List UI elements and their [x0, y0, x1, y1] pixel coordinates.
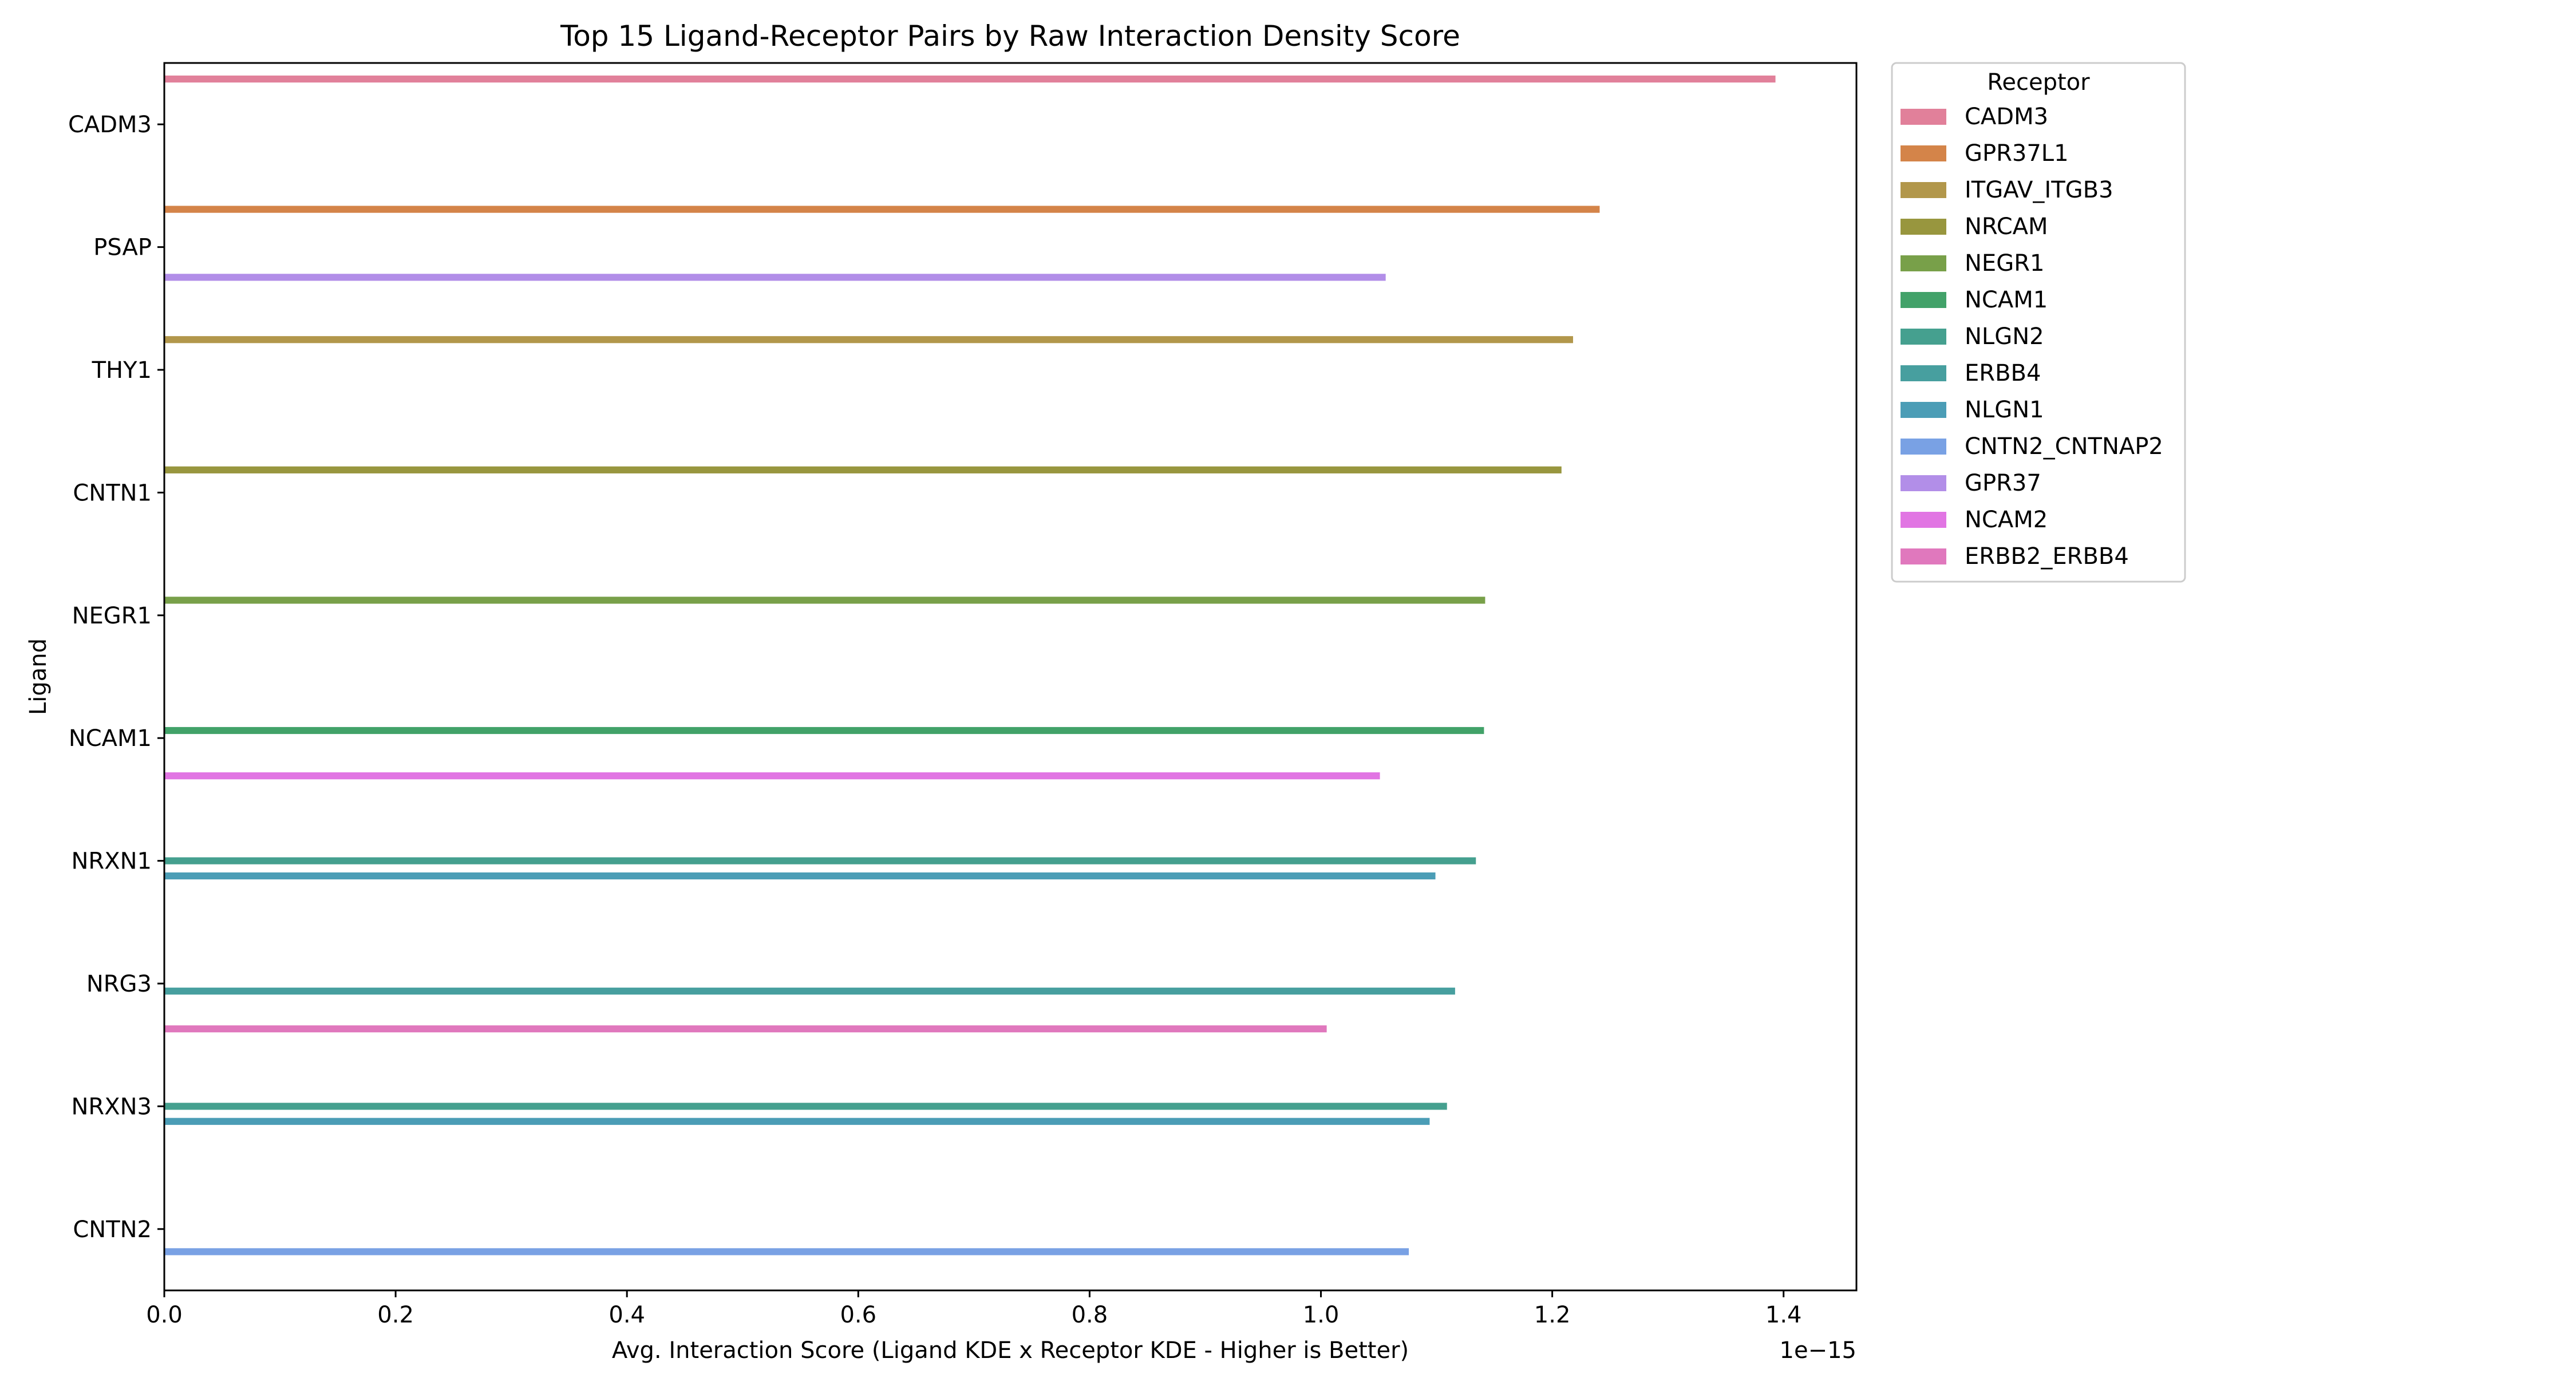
x-axis-label: Avg. Interaction Score (Ligand KDE x Rec… [612, 1337, 1409, 1364]
plot-frame [163, 62, 1858, 1292]
legend-swatch-gpr37l1 [1901, 145, 1946, 161]
bar-psap-gpr37l1 [164, 206, 1600, 213]
y-tick-label-thy1: THY1 [92, 357, 152, 384]
y-tick-label-negr1: NEGR1 [72, 603, 152, 629]
chart-title: Top 15 Ligand-Receptor Pairs by Raw Inte… [560, 19, 1460, 53]
legend-swatch-cadm3 [1901, 109, 1946, 125]
legend-label-cntn2-cntnap2: CNTN2_CNTNAP2 [1965, 433, 2163, 460]
bar-nrg3-erbb4 [164, 988, 1455, 995]
legend-title: Receptor [1987, 69, 2090, 96]
legend-swatch-nlgn2 [1901, 329, 1946, 345]
bar-cntn1-nrcam [164, 466, 1562, 473]
y-tick-label-cntn1: CNTN1 [73, 480, 152, 506]
legend-label-gpr37l1: GPR37L1 [1965, 140, 2069, 167]
y-axis: CADM3 PSAP THY1 CNTN1 NEGR1 NCAM1 NRXN1 NRG3 NRX… [68, 112, 164, 1243]
y-tick-label-cntn2: CNTN2 [73, 1217, 152, 1243]
legend-swatch-ncam1 [1901, 292, 1946, 308]
bar-thy1-itgav-itgb3 [164, 336, 1573, 344]
bar-nrg3-erbb2-erbb4 [164, 1025, 1327, 1033]
bar-nrxn1-nlgn1 [164, 872, 1436, 880]
y-tick-label-ncam1: NCAM1 [69, 725, 152, 752]
legend-label-cadm3: CADM3 [1965, 104, 2048, 130]
x-tick-label: 0.8 [1072, 1302, 1108, 1328]
legend-swatch-nlgn1 [1901, 402, 1946, 418]
legend-label-negr1: NEGR1 [1965, 250, 2044, 277]
bar-negr1-negr1 [164, 597, 1485, 604]
bar-nrxn3-nlgn1 [164, 1118, 1430, 1125]
bar-nrxn3-nlgn2 [164, 1103, 1447, 1110]
bars-layer [164, 75, 1776, 1255]
x-tick-label: 1.0 [1303, 1302, 1340, 1328]
legend-label-nrcam: NRCAM [1965, 214, 2048, 240]
bar-ncam1-ncam2 [164, 772, 1380, 780]
x-tick-label: 1.2 [1534, 1302, 1571, 1328]
x-axis: 0.0 0.2 0.4 0.6 0.8 1.0 1.2 1.4 [146, 1290, 1802, 1328]
bar-nrxn1-nlgn2 [164, 857, 1476, 864]
legend-swatch-erbb2-erbb4 [1901, 548, 1946, 564]
bar-ncam1-ncam1 [164, 727, 1484, 735]
legend-label-erbb2-erbb4: ERBB2_ERBB4 [1965, 543, 2129, 570]
x-tick-label: 0.0 [146, 1302, 183, 1328]
legend-swatch-cntn2-cntnap2 [1901, 439, 1946, 455]
legend-label-nlgn2: NLGN2 [1965, 323, 2044, 350]
x-tick-label: 1.4 [1765, 1302, 1802, 1328]
legend-swatch-gpr37 [1901, 475, 1946, 491]
x-axis-offset-label: 1e−15 [1780, 1337, 1856, 1364]
bar-psap-gpr37 [164, 274, 1386, 281]
bar-cntn2-cntn2-cntnap2 [164, 1248, 1409, 1255]
legend: Receptor CADM3 GPR37L1 ITGAV_ITGB3 NRCAM NEG… [1891, 62, 2186, 583]
legend-label-nlgn1: NLGN1 [1965, 397, 2044, 423]
x-tick-label: 0.2 [377, 1302, 414, 1328]
legend-swatch-erbb4 [1901, 365, 1946, 381]
y-tick-label-nrxn1: NRXN1 [72, 848, 152, 875]
legend-label-ncam2: NCAM2 [1965, 507, 2048, 533]
legend-frame [1891, 62, 2186, 583]
legend-label-ncam1: NCAM1 [1965, 287, 2048, 313]
y-tick-label-nrxn3: NRXN3 [72, 1093, 152, 1120]
y-axis-label: Ligand [25, 638, 52, 715]
bar-cadm3-cadm3 [164, 75, 1776, 83]
legend-swatch-itgav-itgb3 [1901, 182, 1946, 198]
y-tick-label-psap: PSAP [93, 235, 152, 261]
legend-swatch-nrcam [1901, 219, 1946, 235]
legend-label-itgav-itgb3: ITGAV_ITGB3 [1965, 177, 2113, 203]
x-tick-label: 0.6 [840, 1302, 876, 1328]
legend-label-erbb4: ERBB4 [1965, 360, 2041, 386]
y-tick-label-nrg3: NRG3 [86, 971, 152, 997]
x-tick-label: 0.4 [609, 1302, 645, 1328]
y-tick-label-cadm3: CADM3 [68, 112, 152, 138]
legend-label-gpr37: GPR37 [1965, 470, 2041, 496]
legend-swatch-ncam2 [1901, 512, 1946, 528]
legend-swatch-negr1 [1901, 255, 1946, 271]
